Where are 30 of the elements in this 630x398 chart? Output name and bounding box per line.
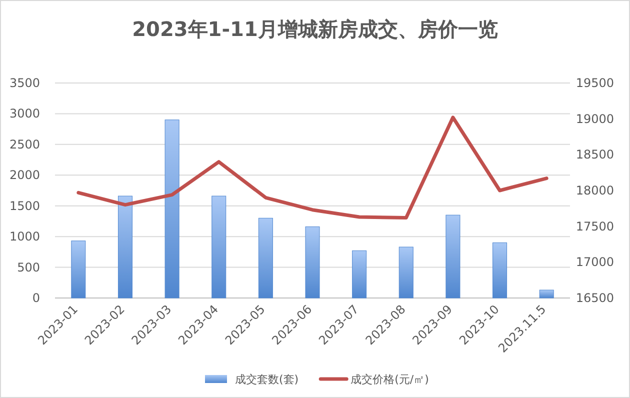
y-tick-label: 3500 [9, 76, 40, 90]
y2-tick-label: 16500 [576, 291, 614, 305]
y-tick-label: 0 [32, 291, 40, 305]
bar [212, 196, 226, 298]
bar [305, 226, 320, 298]
y-tick-label: 1500 [9, 198, 40, 213]
bar [352, 250, 367, 298]
bar [71, 240, 86, 298]
y-tick-label: 3000 [9, 106, 40, 121]
line-series [76, 116, 548, 220]
bar [258, 218, 273, 298]
bar [492, 242, 508, 298]
bar [398, 246, 414, 298]
bar [164, 120, 180, 298]
y2-tick-label: 19000 [576, 112, 614, 126]
y2-tick-label: 17500 [576, 219, 614, 234]
y-tick-label: 2500 [9, 137, 40, 152]
bar [446, 214, 460, 298]
y2-tick-label: 17000 [576, 255, 614, 270]
legend-label: 成交价格(元/㎡) [350, 373, 429, 386]
y-tick-label: 2000 [9, 168, 40, 182]
y-tick-label: 500 [17, 260, 40, 274]
y2-tick-label: 18500 [576, 148, 614, 162]
y2-tick-label: 18000 [576, 184, 614, 198]
y2-tick-label: 19500 [576, 76, 614, 90]
legend-label: 成交套数(套) [235, 373, 299, 386]
bar [539, 290, 554, 298]
y-tick-label: 1000 [9, 230, 40, 244]
bar [118, 196, 132, 298]
chart-title: 2023年1-11月增城新房成交、房价一览 [132, 17, 498, 41]
